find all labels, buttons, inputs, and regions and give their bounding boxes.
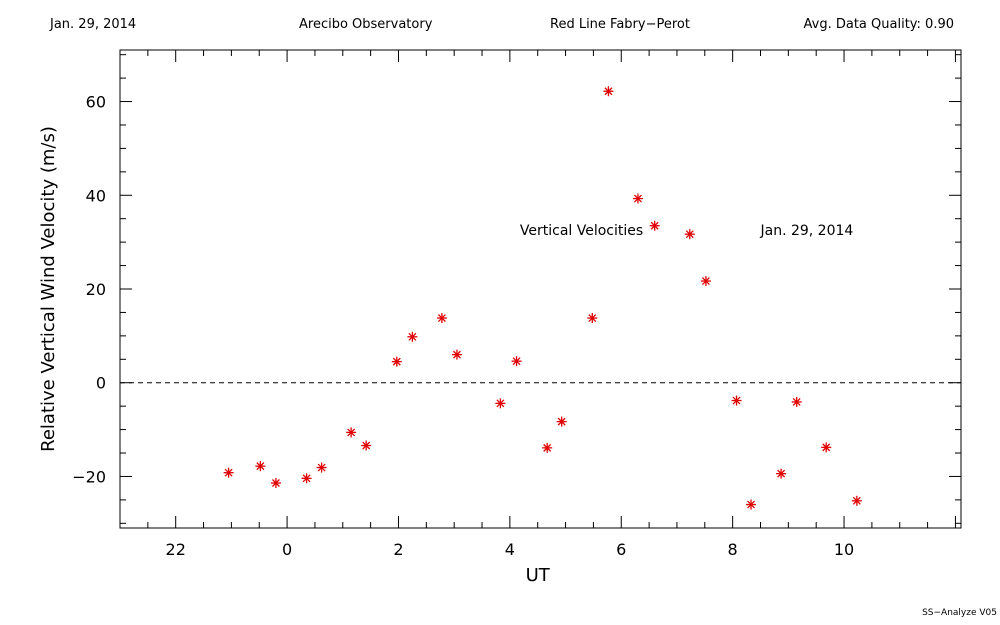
data-point [361, 440, 372, 451]
y-tick-label: −20 [72, 467, 106, 486]
header-observatory: Arecibo Observatory [299, 17, 433, 32]
x-tick-label: 10 [834, 540, 854, 559]
x-tick-label: 22 [166, 540, 186, 559]
x-axis: 22 0 2 4 6 8 10 [147, 50, 956, 559]
y-axis: −20 0 20 40 60 [72, 54, 961, 524]
data-point [223, 467, 234, 478]
data-point [603, 86, 614, 97]
x-tick-label: 0 [282, 540, 292, 559]
data-point [436, 313, 447, 324]
data-point [632, 193, 643, 204]
data-point [791, 396, 802, 407]
footer-version: SS−Analyze V05 [922, 608, 997, 618]
data-point [587, 313, 598, 324]
y-tick-label: 20 [86, 280, 106, 299]
data-point [255, 461, 266, 472]
x-tick-label: 6 [616, 540, 626, 559]
data-point [851, 495, 862, 506]
x-tick-label: 8 [728, 540, 738, 559]
header-quality: Avg. Data Quality: 0.90 [803, 17, 954, 32]
data-point [542, 442, 553, 453]
data-point [407, 331, 418, 342]
data-point [556, 416, 567, 427]
data-point [700, 276, 711, 287]
data-point [316, 462, 327, 473]
header-instrument: Red Line Fabry−Perot [550, 17, 690, 32]
data-point [649, 220, 660, 231]
annotation-date: Jan. 29, 2014 [759, 223, 853, 239]
y-axis-label: Relative Vertical Wind Velocity (m/s) [38, 126, 59, 452]
x-tick-label: 4 [505, 540, 515, 559]
x-axis-label: UT [526, 565, 551, 586]
y-tick-label: 60 [86, 93, 106, 112]
header-date: Jan. 29, 2014 [50, 17, 137, 32]
data-point [684, 229, 695, 240]
data-points [223, 86, 862, 510]
data-point [776, 468, 787, 479]
data-point [270, 478, 281, 489]
x-tick-label: 2 [393, 540, 403, 559]
data-point [301, 473, 312, 484]
data-point [391, 356, 402, 367]
data-point [511, 356, 522, 367]
data-point [346, 427, 357, 438]
y-tick-label: 0 [96, 374, 106, 393]
data-point [821, 442, 832, 453]
data-point [495, 398, 506, 409]
plot-frame [119, 49, 962, 529]
data-point [451, 349, 462, 360]
data-point [746, 499, 757, 510]
data-point [731, 395, 742, 406]
annotation-vertical-velocities: Vertical Velocities [520, 223, 643, 239]
y-tick-label: 40 [86, 186, 106, 205]
